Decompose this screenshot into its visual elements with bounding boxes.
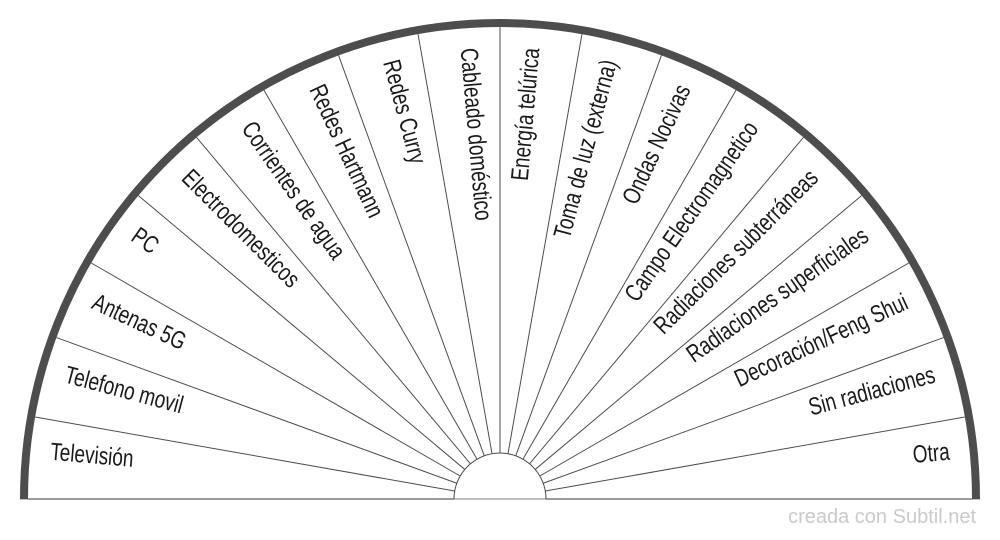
svg-text:creada con Subtil.net: creada con Subtil.net: [788, 506, 976, 528]
svg-text:Otra: Otra: [912, 437, 952, 468]
